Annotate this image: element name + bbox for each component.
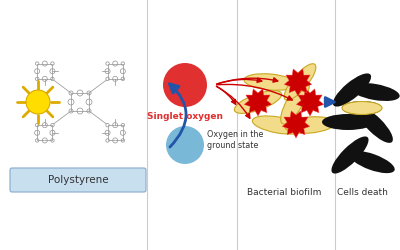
Text: Cells death: Cells death — [336, 188, 388, 197]
FancyArrowPatch shape — [217, 78, 278, 84]
Polygon shape — [244, 89, 272, 116]
Text: Oxygen in the
ground state: Oxygen in the ground state — [207, 130, 263, 150]
Ellipse shape — [285, 117, 335, 133]
Ellipse shape — [234, 90, 282, 114]
FancyBboxPatch shape — [10, 168, 146, 192]
Ellipse shape — [332, 136, 368, 173]
FancyArrowPatch shape — [216, 86, 236, 104]
Text: Polystyrene: Polystyrene — [48, 175, 108, 185]
Ellipse shape — [350, 83, 400, 101]
Ellipse shape — [281, 80, 309, 124]
FancyArrowPatch shape — [217, 78, 262, 84]
Polygon shape — [282, 111, 310, 138]
FancyArrowPatch shape — [216, 86, 250, 118]
FancyArrowPatch shape — [170, 84, 186, 147]
FancyArrowPatch shape — [217, 84, 292, 100]
Ellipse shape — [322, 114, 374, 130]
Ellipse shape — [349, 151, 395, 173]
Circle shape — [26, 90, 50, 114]
Ellipse shape — [342, 102, 382, 114]
Text: Bacterial biofilm: Bacterial biofilm — [247, 188, 321, 197]
Ellipse shape — [333, 74, 371, 106]
Ellipse shape — [357, 107, 393, 143]
Polygon shape — [296, 89, 324, 116]
Text: Singlet oxygen: Singlet oxygen — [147, 112, 223, 121]
Circle shape — [166, 126, 204, 164]
Ellipse shape — [342, 101, 382, 115]
Polygon shape — [284, 69, 312, 96]
Circle shape — [163, 63, 207, 107]
Ellipse shape — [284, 64, 316, 100]
Ellipse shape — [244, 74, 296, 90]
Ellipse shape — [252, 116, 304, 134]
FancyArrowPatch shape — [325, 98, 334, 106]
